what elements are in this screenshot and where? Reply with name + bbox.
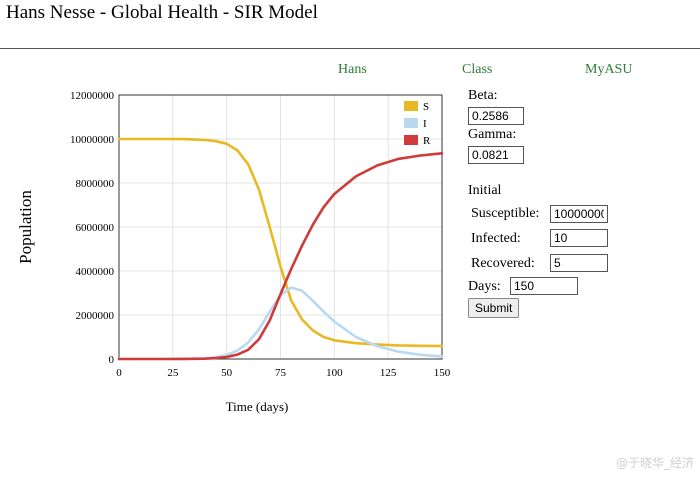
y-tick-label: 4000000 <box>76 266 115 278</box>
x-tick-label: 100 <box>326 367 343 379</box>
nav-link-class[interactable]: Class <box>462 62 493 77</box>
recovered-input[interactable] <box>550 254 608 272</box>
y-tick-label: 2000000 <box>76 310 115 322</box>
days-label: Days: <box>468 279 501 294</box>
beta-input[interactable] <box>468 107 524 125</box>
nav-link-myasu[interactable]: MyASU <box>585 62 633 77</box>
series-line-S <box>117 137 444 348</box>
x-tick-label: 25 <box>167 367 179 379</box>
susceptible-label: Susceptible: <box>471 206 540 221</box>
submit-button[interactable]: Submit <box>468 298 520 318</box>
infected-label: Infected: <box>471 231 521 246</box>
y-tick-label: 10000000 <box>70 134 115 146</box>
y-tick-label: 6000000 <box>76 222 115 234</box>
legend-swatch-S <box>404 101 418 111</box>
infected-input[interactable] <box>550 229 608 247</box>
chart-legend: SIR <box>404 101 431 147</box>
gamma-input[interactable] <box>468 146 524 164</box>
x-tick-label: 0 <box>116 367 122 379</box>
legend-swatch-R <box>404 135 418 145</box>
x-axis-label: Time (days) <box>226 399 289 414</box>
initial-heading: Initial <box>468 183 502 198</box>
gamma-label: Gamma: <box>468 127 517 142</box>
legend-swatch-I <box>404 118 418 128</box>
days-input[interactable] <box>510 277 578 295</box>
x-tick-label: 75 <box>275 367 287 379</box>
susceptible-input[interactable] <box>550 205 608 223</box>
y-tick-label: 8000000 <box>76 178 115 190</box>
header-divider <box>0 48 700 49</box>
legend-label-S: S <box>423 101 429 113</box>
sir-chart: 0 2000000 4000000 6000000 8000000 10000000 120… <box>16 90 451 414</box>
y-tick-label: 0 <box>109 354 115 366</box>
x-tick-label: 50 <box>221 367 233 379</box>
x-tick-label: 150 <box>434 367 451 379</box>
legend-label-I: I <box>423 118 427 130</box>
watermark: @于晓华_经济 <box>615 456 694 470</box>
plot-area-border <box>118 94 443 360</box>
legend-label-R: R <box>423 135 431 147</box>
x-tick-label: 125 <box>380 367 397 379</box>
chart-grid <box>118 94 443 360</box>
beta-label: Beta: <box>468 88 498 103</box>
y-tick-label: 12000000 <box>70 90 115 102</box>
y-axis-label: Population <box>16 190 35 264</box>
recovered-label: Recovered: <box>471 256 535 271</box>
series-line-R <box>117 152 444 361</box>
series-lines <box>117 137 444 361</box>
nav-link-hans[interactable]: Hans <box>338 62 367 77</box>
x-axis-ticks: 0 25 50 75 100 125 150 <box>116 367 451 379</box>
y-axis-ticks: 0 2000000 4000000 6000000 8000000 10000000 120… <box>70 90 115 366</box>
page-title: Hans Nesse - Global Health - SIR Model <box>6 2 318 23</box>
